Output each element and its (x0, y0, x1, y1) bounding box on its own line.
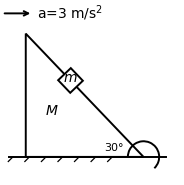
Text: M: M (45, 104, 58, 118)
Text: 30°: 30° (104, 143, 124, 153)
Text: a=3 m/s$^2$: a=3 m/s$^2$ (37, 4, 103, 23)
Text: m: m (64, 71, 77, 85)
Polygon shape (58, 68, 83, 93)
